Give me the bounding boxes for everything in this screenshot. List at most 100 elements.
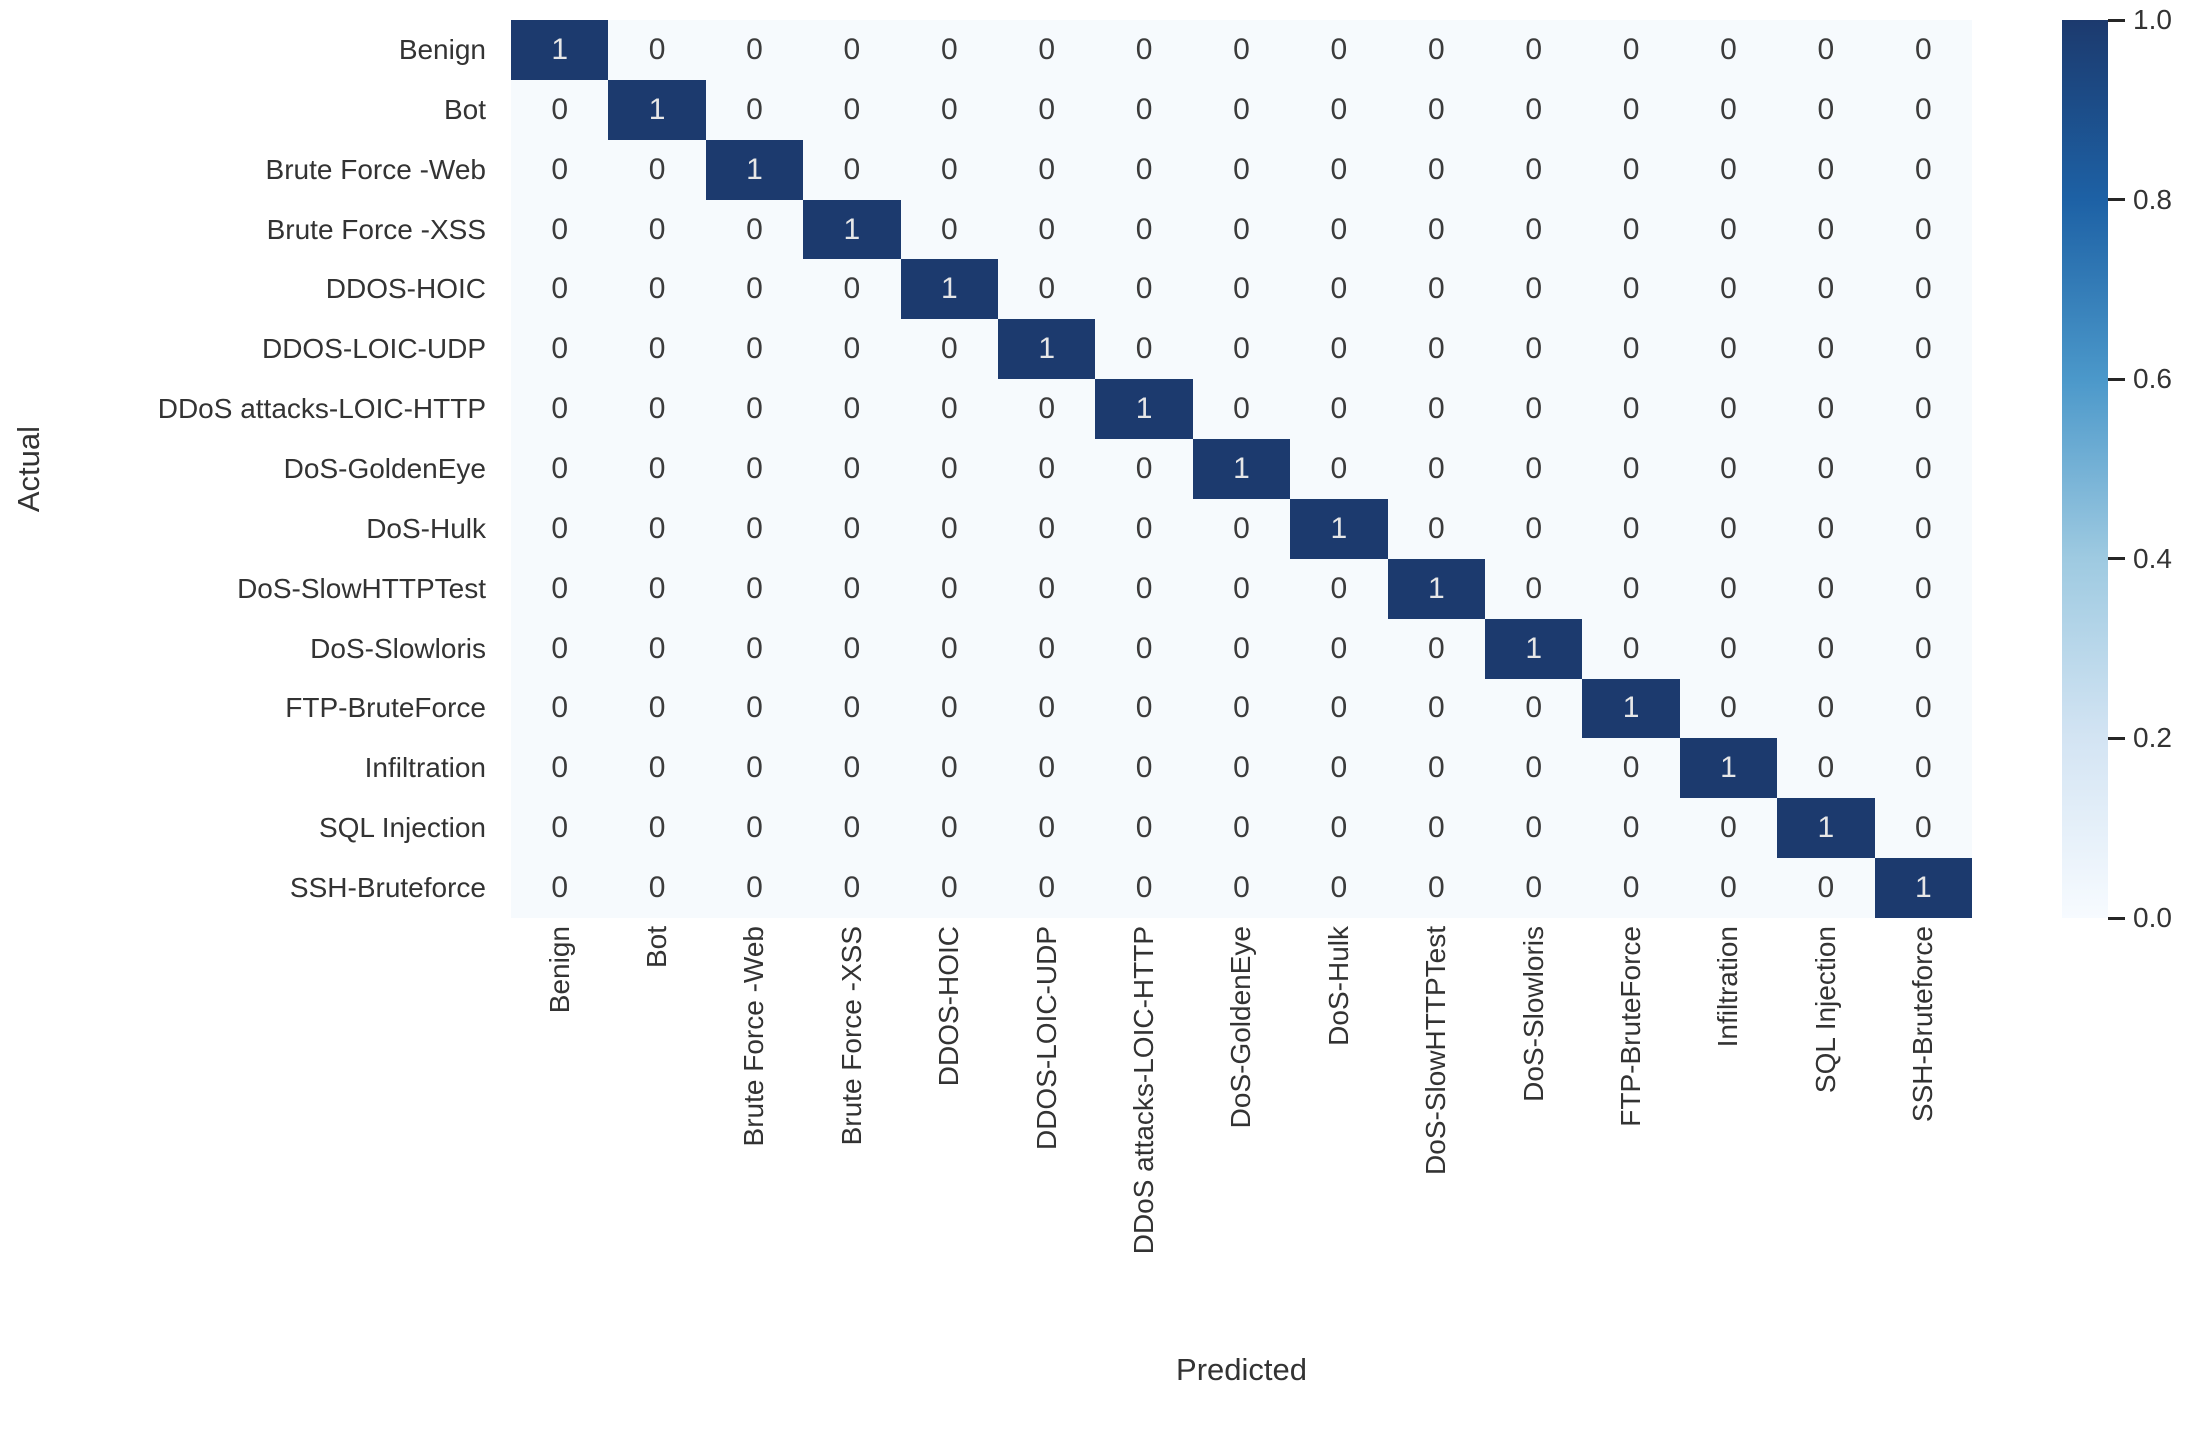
- matrix-cell: 0: [705, 618, 804, 679]
- matrix-cell: 0: [1582, 558, 1680, 619]
- matrix-cell: 0: [998, 858, 1096, 918]
- matrix-cell: 0: [1485, 379, 1583, 440]
- matrix-cell: 0: [705, 558, 804, 619]
- x-tick-slot: Brute Force -Web: [706, 926, 803, 1366]
- matrix-cell: 0: [1192, 139, 1291, 200]
- matrix-cell: 0: [900, 858, 998, 918]
- matrix-cell: 0: [1679, 798, 1778, 859]
- matrix-cell: 0: [511, 798, 609, 859]
- matrix-cell: 0: [608, 498, 706, 559]
- matrix-cell: 0: [1582, 139, 1680, 200]
- matrix-cell: 0: [1777, 738, 1875, 799]
- matrix-cell: 0: [511, 738, 609, 799]
- matrix-cell: 0: [998, 798, 1096, 859]
- x-tick-slot: SSH-Bruteforce: [1875, 926, 1972, 1366]
- matrix-cell: 0: [1192, 79, 1291, 140]
- matrix-cell: 0: [511, 498, 609, 559]
- matrix-cell: 0: [511, 379, 609, 440]
- matrix-cell: 0: [1679, 498, 1778, 559]
- matrix-cell: 0: [803, 558, 901, 619]
- matrix-cell: 0: [1095, 738, 1193, 799]
- matrix-cell: 0: [1777, 319, 1875, 380]
- matrix-cell: 0: [1290, 379, 1388, 440]
- y-tick-label: Bot: [443, 93, 486, 125]
- x-tick-slot: Benign: [511, 926, 608, 1366]
- matrix-cell: 0: [1290, 199, 1388, 260]
- matrix-cell: 0: [1192, 199, 1291, 260]
- matrix-cell: 0: [803, 139, 901, 200]
- y-tick-label: DoS-Hulk: [366, 512, 486, 544]
- matrix-cell: 0: [1679, 139, 1778, 200]
- matrix-cell: 0: [1192, 319, 1291, 380]
- matrix-cell: 1: [1679, 738, 1778, 799]
- matrix-cell: 0: [1874, 798, 1972, 859]
- matrix-cell: 0: [1290, 319, 1388, 380]
- matrix-cell: 0: [1290, 439, 1388, 499]
- matrix-cell: 0: [1679, 319, 1778, 380]
- matrix-cell: 1: [1192, 439, 1291, 499]
- matrix-cell: 0: [1095, 678, 1193, 739]
- matrix-cell: 0: [511, 319, 609, 380]
- matrix-cell: 1: [1582, 678, 1680, 739]
- matrix-cell: 0: [1485, 199, 1583, 260]
- matrix-cell: 0: [803, 259, 901, 320]
- matrix-cell: 0: [705, 858, 804, 918]
- matrix-cell: 0: [1485, 439, 1583, 499]
- matrix-cell: 0: [1679, 558, 1778, 619]
- matrix-cell: 0: [1290, 259, 1388, 320]
- matrix-cell: 0: [803, 439, 901, 499]
- matrix-cell: 0: [1485, 798, 1583, 859]
- matrix-cell: 0: [1874, 139, 1972, 200]
- matrix-cell: 1: [1874, 858, 1972, 918]
- x-tick-label: DDoS attacks-LOIC-HTTP: [1128, 926, 1159, 1255]
- y-axis-tick-labels: Benign Bot Brute Force -Web Brute Force -XS…: [0, 20, 499, 918]
- matrix-cell: 0: [705, 439, 804, 499]
- matrix-cell: 0: [1777, 558, 1875, 619]
- colorbar-tick-mark: [2108, 377, 2125, 381]
- matrix-cell: 0: [1582, 319, 1680, 380]
- matrix-cell: 0: [900, 798, 998, 859]
- matrix-cell: 0: [1290, 20, 1388, 80]
- matrix-cell: 0: [1192, 798, 1291, 859]
- x-tick-label: DDOS-HOIC: [933, 926, 965, 1087]
- matrix-cell: 0: [1387, 798, 1485, 859]
- matrix-cell: 0: [803, 498, 901, 559]
- x-tick-slot: DDoS attacks-LOIC-HTTP: [1095, 926, 1192, 1366]
- matrix-cell: 0: [1485, 139, 1583, 200]
- matrix-cell: 0: [900, 79, 998, 140]
- matrix-cell: 1: [900, 259, 998, 320]
- matrix-cell: 0: [1485, 738, 1583, 799]
- matrix-cell: 0: [900, 678, 998, 739]
- matrix-cell: 0: [1290, 798, 1388, 859]
- y-tick-label: DoS-Slowloris: [310, 632, 486, 664]
- matrix-cell: 0: [1387, 439, 1485, 499]
- matrix-cell: 0: [998, 558, 1096, 619]
- matrix-cell: 0: [608, 558, 706, 619]
- matrix-cell: 0: [1290, 558, 1388, 619]
- matrix-cell: 0: [511, 858, 609, 918]
- matrix-cell: 0: [1679, 259, 1778, 320]
- matrix-cell: 0: [803, 678, 901, 739]
- matrix-cell: 0: [1777, 618, 1875, 679]
- x-tick-slot: DoS-Hulk: [1290, 926, 1387, 1366]
- matrix-cell: 0: [1095, 439, 1193, 499]
- matrix-cell: 0: [1679, 79, 1778, 140]
- y-tick-label: Benign: [398, 33, 486, 65]
- matrix-cell: 0: [1192, 618, 1291, 679]
- matrix-cell: 0: [511, 259, 609, 320]
- matrix-cell: 0: [900, 319, 998, 380]
- matrix-cell: 0: [1192, 558, 1291, 619]
- matrix-cell: 0: [803, 319, 901, 380]
- x-tick-label: Brute Force -XSS: [835, 926, 867, 1146]
- matrix-cell: 0: [705, 319, 804, 380]
- matrix-cell: 0: [1679, 199, 1778, 260]
- matrix-cell: 0: [1387, 618, 1485, 679]
- matrix-cell: 0: [998, 439, 1096, 499]
- matrix-cell: 0: [1582, 20, 1680, 80]
- y-tick-label: Brute Force -Web: [265, 153, 486, 185]
- matrix-cell: 0: [1095, 79, 1193, 140]
- matrix-cell: 0: [1777, 498, 1875, 559]
- x-tick-label: Infiltration: [1712, 926, 1744, 1048]
- matrix-cell: 0: [1095, 139, 1193, 200]
